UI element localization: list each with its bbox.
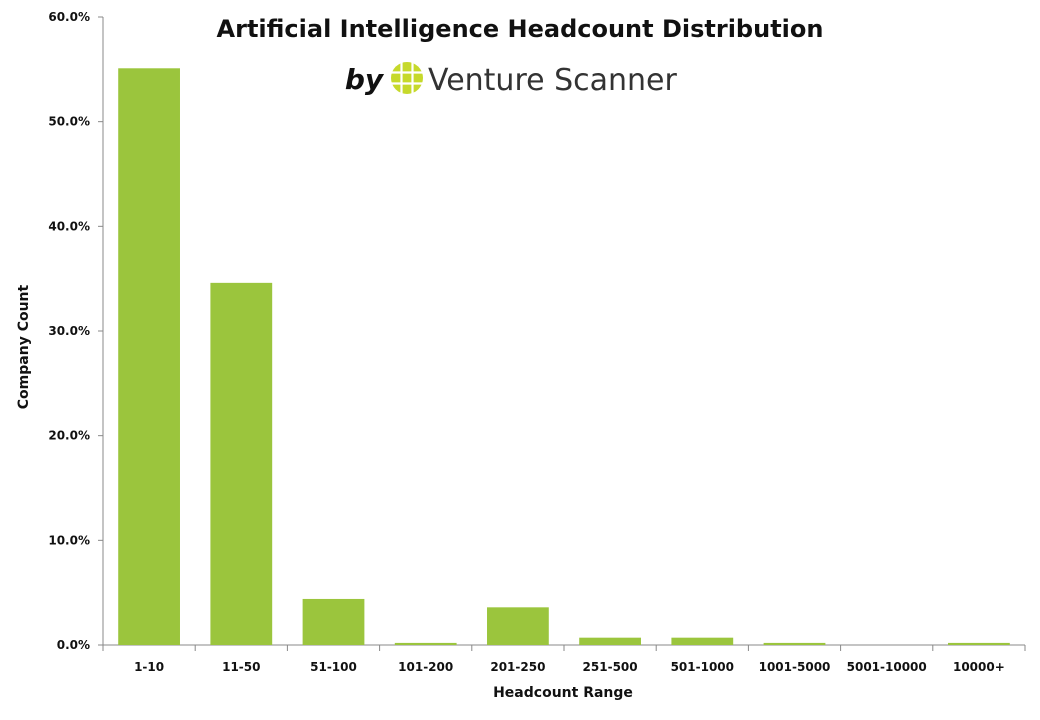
bar-101-200 (394, 642, 457, 645)
x-tick-label: 501-1000 (671, 660, 734, 674)
brand-subtitle: by Venture Scanner (345, 62, 678, 98)
bar-251-500 (579, 637, 641, 645)
bar-51-100 (302, 598, 365, 645)
y-tick-label: 30.0% (48, 324, 90, 338)
x-axis-title: Headcount Range (493, 685, 633, 701)
x-tick-label: 11-50 (222, 660, 260, 674)
x-tick-label: 101-200 (398, 660, 453, 674)
x-tick-label: 251-500 (583, 660, 638, 674)
x-tick-label: 10000+ (953, 660, 1005, 674)
x-tick-label: 201-250 (490, 660, 545, 674)
bar-201-250 (487, 607, 549, 645)
chart-title: Artificial Intelligence Headcount Distri… (217, 15, 824, 43)
brand-by-text: by (345, 63, 385, 96)
y-tick-label: 50.0% (48, 115, 90, 129)
bar-11-50 (210, 282, 273, 645)
y-tick-label: 10.0% (48, 533, 90, 547)
x-axis: 1-10 11-50 51-100 101-200 201-250 251-500 501-… (102, 644, 1026, 674)
bar-1-10 (118, 68, 180, 645)
logo-circle (391, 62, 423, 94)
x-tick-label: 1-10 (134, 660, 164, 674)
brand-name-text: Venture Scanner (428, 63, 678, 98)
x-tick-label: 1001-5000 (759, 660, 831, 674)
x-tick-label: 51-100 (310, 660, 357, 674)
y-tick-label: 0.0% (57, 638, 90, 652)
bar-1001-5000 (763, 642, 826, 645)
y-axis-title: Company Count (16, 284, 32, 409)
bar-501-1000 (671, 637, 734, 645)
y-axis: 0.0% 10.0% 20.0% 30.0% 40.0% 50.0% 60.0% (48, 10, 104, 652)
y-tick-label: 60.0% (48, 10, 90, 24)
y-tick-label: 40.0% (48, 219, 90, 233)
venture-scanner-logo-icon (391, 62, 423, 94)
bars (118, 68, 1010, 645)
bar-10000+ (948, 642, 1010, 645)
y-tick-label: 20.0% (48, 429, 90, 443)
x-tick-label: 5001-10000 (847, 660, 927, 674)
